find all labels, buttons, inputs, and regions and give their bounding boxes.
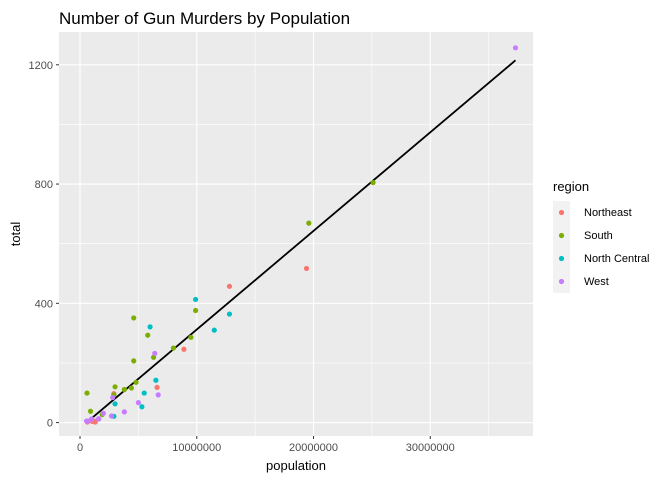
major-gridlines bbox=[59, 32, 533, 436]
legend-swatch-northeast bbox=[558, 209, 565, 216]
point-northeast bbox=[226, 283, 233, 289]
point-south bbox=[192, 307, 199, 314]
plot-panel bbox=[59, 32, 533, 436]
point-north-central bbox=[211, 327, 217, 333]
point-south bbox=[170, 345, 177, 351]
point-south bbox=[121, 386, 127, 393]
data-points bbox=[83, 45, 519, 425]
point-south bbox=[133, 379, 139, 385]
legend-swatch-south bbox=[558, 232, 565, 239]
point-west bbox=[89, 416, 95, 422]
y-tick-label: 0 bbox=[47, 418, 53, 430]
point-west bbox=[121, 409, 127, 415]
y-tick-label: 1200 bbox=[29, 60, 53, 72]
point-west bbox=[108, 413, 115, 419]
y-axis-title: total bbox=[8, 222, 23, 247]
legend-swatch-west bbox=[558, 278, 565, 285]
legend-label-west: West bbox=[584, 276, 609, 288]
point-north-central bbox=[226, 311, 233, 317]
point-north-central bbox=[153, 377, 159, 383]
x-axis-title: population bbox=[266, 458, 326, 473]
point-west bbox=[96, 416, 102, 422]
point-west bbox=[135, 400, 141, 406]
point-south bbox=[87, 408, 94, 414]
point-south bbox=[131, 358, 137, 364]
point-north-central bbox=[147, 324, 153, 330]
chart-title: Number of Gun Murders by Population bbox=[59, 9, 350, 28]
point-south bbox=[112, 384, 118, 390]
point-west bbox=[110, 394, 116, 401]
point-south bbox=[131, 315, 137, 321]
y-tick-label: 800 bbox=[35, 179, 53, 191]
legend-label-south: South bbox=[584, 230, 613, 242]
point-north-central bbox=[141, 390, 147, 396]
point-south bbox=[306, 220, 312, 226]
point-south bbox=[370, 179, 376, 186]
point-south bbox=[84, 390, 90, 396]
point-west bbox=[512, 45, 519, 51]
y-axis-ticks: 0 400 800 1200 bbox=[29, 60, 59, 430]
regression-line bbox=[85, 59, 517, 424]
legend-swatch-north-central bbox=[558, 255, 565, 262]
point-west bbox=[152, 350, 158, 357]
point-south bbox=[128, 385, 134, 391]
legend: region Northeast South North Central West bbox=[553, 179, 649, 293]
point-west bbox=[155, 392, 161, 398]
point-northeast bbox=[181, 346, 187, 352]
point-south bbox=[188, 334, 194, 340]
x-tick-label: 20000000 bbox=[289, 442, 338, 454]
point-north-central bbox=[112, 401, 118, 407]
point-west bbox=[83, 418, 90, 424]
x-tick-label: 0 bbox=[77, 442, 83, 454]
legend-label-northeast: Northeast bbox=[584, 207, 632, 219]
minor-gridlines bbox=[59, 32, 533, 436]
x-tick-label: 30000000 bbox=[406, 442, 455, 454]
legend-label-north-central: North Central bbox=[584, 253, 649, 265]
point-west bbox=[100, 410, 106, 416]
x-tick-label: 10000000 bbox=[172, 442, 221, 454]
legend-items: Northeast South North Central West bbox=[553, 201, 649, 293]
point-northeast bbox=[154, 384, 160, 391]
point-north-central bbox=[192, 296, 199, 303]
point-south bbox=[145, 332, 151, 338]
x-axis-ticks: 0 10000000 20000000 30000000 bbox=[77, 436, 455, 454]
fit-line bbox=[85, 59, 517, 424]
legend-title: region bbox=[553, 179, 589, 194]
y-tick-label: 400 bbox=[35, 298, 53, 310]
point-north-central bbox=[139, 404, 145, 410]
point-northeast bbox=[303, 265, 310, 272]
